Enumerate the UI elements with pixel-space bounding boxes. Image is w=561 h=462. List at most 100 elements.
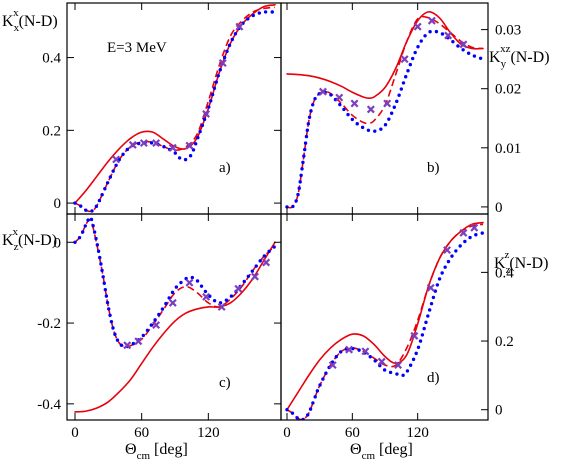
marker-c-5 [202, 292, 211, 301]
marker-b-0 [318, 87, 327, 96]
xlabel-left-tail: [deg] [150, 441, 188, 458]
curve-dashed-red-a [74, 6, 276, 213]
xtick-label-c-1: 60 [134, 425, 149, 441]
ytick-label-a-0: 0 [54, 196, 62, 212]
marker-c-0 [123, 341, 132, 350]
ytick-label-c-1: -0.2 [37, 316, 61, 332]
ytick-label-d-1: 0.2 [495, 334, 514, 350]
marker-d-0 [328, 361, 337, 370]
ytick-label-c-0: 0 [54, 235, 62, 251]
panel-d: 0 0.2 0.4 0 60 120 d) Kzz(N-D) [280, 213, 548, 441]
marker-d-4 [394, 361, 403, 370]
panel-label-d: d) [427, 370, 440, 386]
ytick-label-b-1: 0.01 [495, 141, 521, 157]
curve-solid-red-b [286, 11, 484, 100]
marker-d-6 [426, 283, 435, 292]
panel-b: 0 0.01 0.02 0.03 b) Ky xz(N-D) [280, 2, 550, 216]
marker-c-3 [168, 298, 177, 307]
ylabel-a-sub: x [14, 22, 20, 34]
marker-a-3 [152, 139, 161, 148]
marker-c-6 [217, 302, 226, 311]
ylabel-b: Ky xz(N-D) [489, 43, 550, 70]
ylabel-a-sup: x [13, 7, 19, 19]
ytick-label-c-2: -0.4 [37, 397, 61, 413]
marker-b-4 [383, 99, 392, 108]
curve-solid-red-d [286, 221, 484, 411]
frame-a [66, 2, 282, 215]
ylabel-a-main: K [2, 13, 14, 30]
ylabel-b-main: K [489, 49, 501, 66]
ylabel-c-tail: (N-D) [18, 232, 57, 249]
xtick-label-d-0: 0 [283, 425, 291, 441]
xtick-label-c-2: 120 [197, 425, 220, 441]
marker-c-9 [262, 258, 271, 267]
xtick-label-d-2: 120 [406, 425, 429, 441]
ylabel-d-main: K [494, 255, 506, 272]
marker-a-4 [168, 143, 177, 152]
xlabel-right: Θcm [deg] [350, 441, 413, 462]
xlabel-right-main: Θ [350, 441, 362, 458]
ylabel-c: Kzx(N-D) [2, 226, 57, 253]
ylabel-a: Kxx(N-D) [2, 7, 58, 34]
xtick-label-d-1: 60 [345, 425, 360, 441]
ytick-label-a-1: 0.2 [42, 123, 61, 139]
marker-d-7 [443, 246, 452, 255]
panel-a: 0 0.2 0.4 E=3 MeV a) Kxx(N-D) [2, 2, 282, 215]
xlabel-right-tail: [deg] [375, 441, 413, 458]
ytick-label-b-0: 0 [495, 200, 503, 216]
panel-label-c: c) [219, 375, 231, 391]
frame-c [66, 213, 282, 421]
marker-a-5 [185, 141, 194, 150]
marker-d-9 [470, 223, 479, 232]
marker-a-0 [112, 155, 121, 164]
marker-d-2 [361, 347, 370, 356]
frame-d [280, 213, 489, 421]
plot-area-a: 0 0.2 0.4 [42, 3, 281, 214]
ytick-label-b-3: 0.03 [495, 23, 521, 39]
ylabel-c-sup: x [12, 226, 18, 238]
xlabel-right-sub: cm [362, 450, 376, 462]
ylabel-b-sup: xz [500, 43, 511, 55]
annotation-energy: E=3 MeV [107, 40, 167, 56]
series-group-c [73, 215, 277, 413]
marker-b-6 [413, 22, 422, 31]
marker-b-7 [427, 16, 436, 25]
ytick-label-a-2: 0.4 [42, 51, 61, 67]
curve-dotted-blue-c [73, 215, 277, 349]
marker-a-8 [235, 22, 244, 31]
marker-d-8 [459, 228, 468, 237]
marker-d-5 [410, 331, 419, 340]
curve-dotted-blue-b [285, 29, 485, 210]
marker-a-2 [139, 139, 148, 148]
xlabel-left-sub: cm [137, 450, 151, 462]
series-group-b [285, 11, 485, 210]
marker-b-2 [350, 99, 359, 108]
plot-area-d: 0 0.2 0.4 0 60 120 [283, 214, 514, 441]
curve-dashed-red-d [286, 223, 484, 420]
ylabel-b-tail: (N-D) [510, 49, 549, 66]
ylabel-d: Kzz(N-D) [494, 249, 548, 276]
frame-b [280, 2, 489, 215]
series-group-d [285, 221, 485, 420]
marker-b-5 [400, 55, 409, 64]
ylabel-c-main: K [2, 232, 14, 249]
plot-area-c: 0 -0.2 -0.4 0 60 120 [37, 214, 281, 441]
marker-a-1 [128, 140, 137, 149]
panel-label-a: a) [219, 160, 231, 176]
ylabel-d-sub: z [506, 264, 511, 276]
marker-b-9 [459, 40, 468, 49]
curve-dashed-red-b [286, 15, 484, 209]
curve-solid-red-a [74, 4, 276, 204]
xtick-label-c-0: 0 [71, 425, 79, 441]
ylabel-d-tail: (N-D) [509, 255, 548, 272]
marker-c-7 [234, 284, 243, 293]
ytick-label-d-0: 0 [495, 403, 503, 419]
curve-dotted-blue-a [73, 10, 277, 214]
ytick-label-d-2: 0.4 [495, 265, 514, 281]
series-group-a [73, 4, 277, 214]
marker-a-7 [218, 59, 227, 68]
marker-d-1 [345, 345, 354, 354]
marker-c-1 [134, 337, 143, 346]
marker-a-6 [202, 109, 211, 118]
